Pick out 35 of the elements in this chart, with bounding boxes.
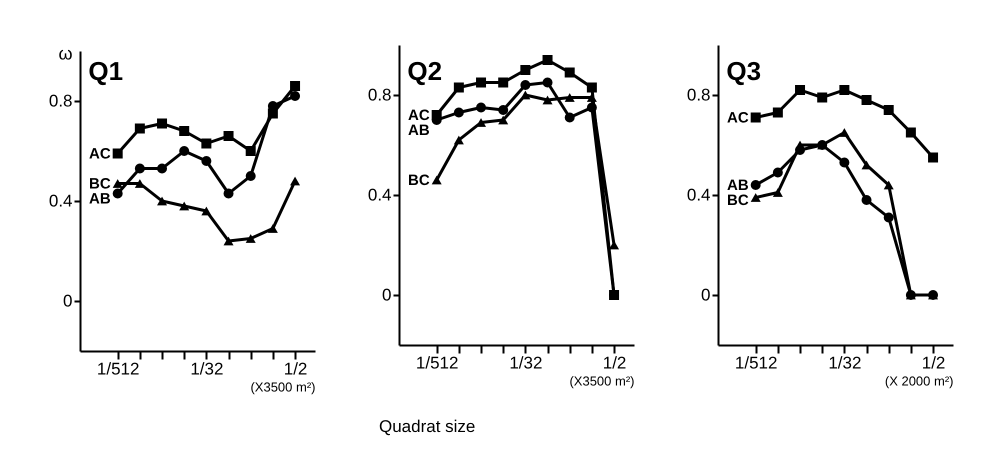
y-tick-label: 0.4 [48,192,72,210]
x-tick-label: 1/2 [922,354,946,372]
series-label: BC [408,172,430,189]
series-label: BC [89,176,111,192]
x-tick-label: 1/32 [828,354,862,372]
series-label: AC [408,107,430,124]
series-label: AC [89,146,111,162]
series-label: AB [408,122,430,139]
chart-title: Q3 [726,56,762,86]
x-tick-label: 1/32 [509,354,542,372]
y-tick-label: 0 [382,286,392,304]
y-axis-title: ω [58,44,72,64]
y-tick-label: 0 [701,286,710,304]
x-tick-label: 1/2 [602,354,626,372]
y-tick-label: 0.8 [368,86,392,104]
x-tick-label: 1/512 [416,354,458,372]
x-axis-title: (X3500 m²) [250,380,316,394]
x-tick-label: 1/2 [284,360,308,378]
series-label: BC [727,192,749,209]
y-tick-label: 0.8 [686,86,710,104]
x-axis-title: (X3500 m²) [569,374,634,388]
x-axis-title: (X 2000 m²) [884,374,954,388]
y-tick-label: 0.4 [368,186,392,204]
series-label: AB [89,190,111,208]
text: Quadrat size [379,417,476,437]
y-tick-label: 0.4 [686,186,710,204]
x-tick-label: 1/32 [190,360,224,378]
y-tick-label: 0.8 [48,92,72,110]
x-tick-label: 1/512 [734,354,778,372]
y-tick-label: 0 [63,292,72,310]
chart-title: Q2 [407,56,442,86]
series-label: AB [727,177,749,194]
x-tick-label: 1/512 [96,360,140,378]
series-label: AC [727,110,749,126]
chart-title: Q1 [88,56,124,86]
